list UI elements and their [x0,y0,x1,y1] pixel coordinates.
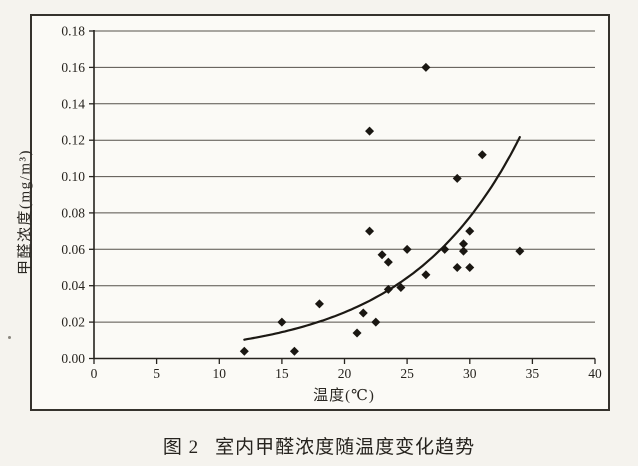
x-axis-title: 温度(℃) [313,388,375,404]
x-tick-label: 35 [526,366,540,381]
y-tick-label: 0.08 [61,205,85,220]
data-point-marker [452,263,462,273]
data-point-marker [289,346,299,356]
data-point-marker [365,126,375,136]
data-point-marker [377,250,387,260]
data-point-marker [239,346,249,356]
data-point-marker [365,226,375,236]
data-point-marker [465,226,475,236]
y-tick-label: 0.18 [61,24,85,39]
data-point-marker [371,317,381,327]
x-tick-label: 0 [91,366,98,381]
data-point-marker [421,62,431,72]
data-point-marker [402,244,412,254]
y-tick-label: 0.14 [61,96,85,111]
figure-caption-number: 图 2 [162,437,200,458]
data-point-marker [358,308,368,318]
y-tick-label: 0.02 [61,315,85,330]
data-point-marker [440,244,450,254]
data-point-marker [458,239,468,249]
y-tick-label: 0.04 [61,278,85,293]
data-point-marker [383,257,393,267]
data-point-marker [458,246,468,256]
x-tick-label: 10 [213,366,227,381]
y-tick-label: 0.10 [61,169,85,184]
data-point-marker [477,150,487,160]
data-point-marker [396,283,406,293]
x-tick-label: 30 [463,366,477,381]
data-point-marker [515,246,525,256]
x-tick-label: 20 [338,366,352,381]
data-point-marker [452,173,462,183]
x-tick-label: 5 [153,366,160,381]
figure-caption: 图 2 室内甲醛浓度随温度变化趋势 [163,432,475,459]
data-point-marker [352,328,362,338]
x-tick-label: 40 [588,366,602,381]
trend-curve [243,136,521,341]
y-tick-label: 0.16 [61,60,85,75]
data-point-marker [314,299,324,309]
x-tick-label: 15 [275,366,289,381]
y-tick-label: 0.06 [61,242,85,257]
scan-speck [8,336,11,339]
y-tick-label: 0.12 [61,133,85,148]
figure-caption-text: 室内甲醛浓度随温度变化趋势 [215,437,476,458]
y-tick-label: 0.00 [61,351,85,366]
data-point-marker [421,270,431,280]
data-point-marker [277,317,287,327]
data-point-marker [465,263,475,273]
x-tick-label: 25 [400,366,414,381]
data-point-marker [383,284,393,294]
y-axis-title: 甲醛浓度(mg/m³) [17,149,34,275]
